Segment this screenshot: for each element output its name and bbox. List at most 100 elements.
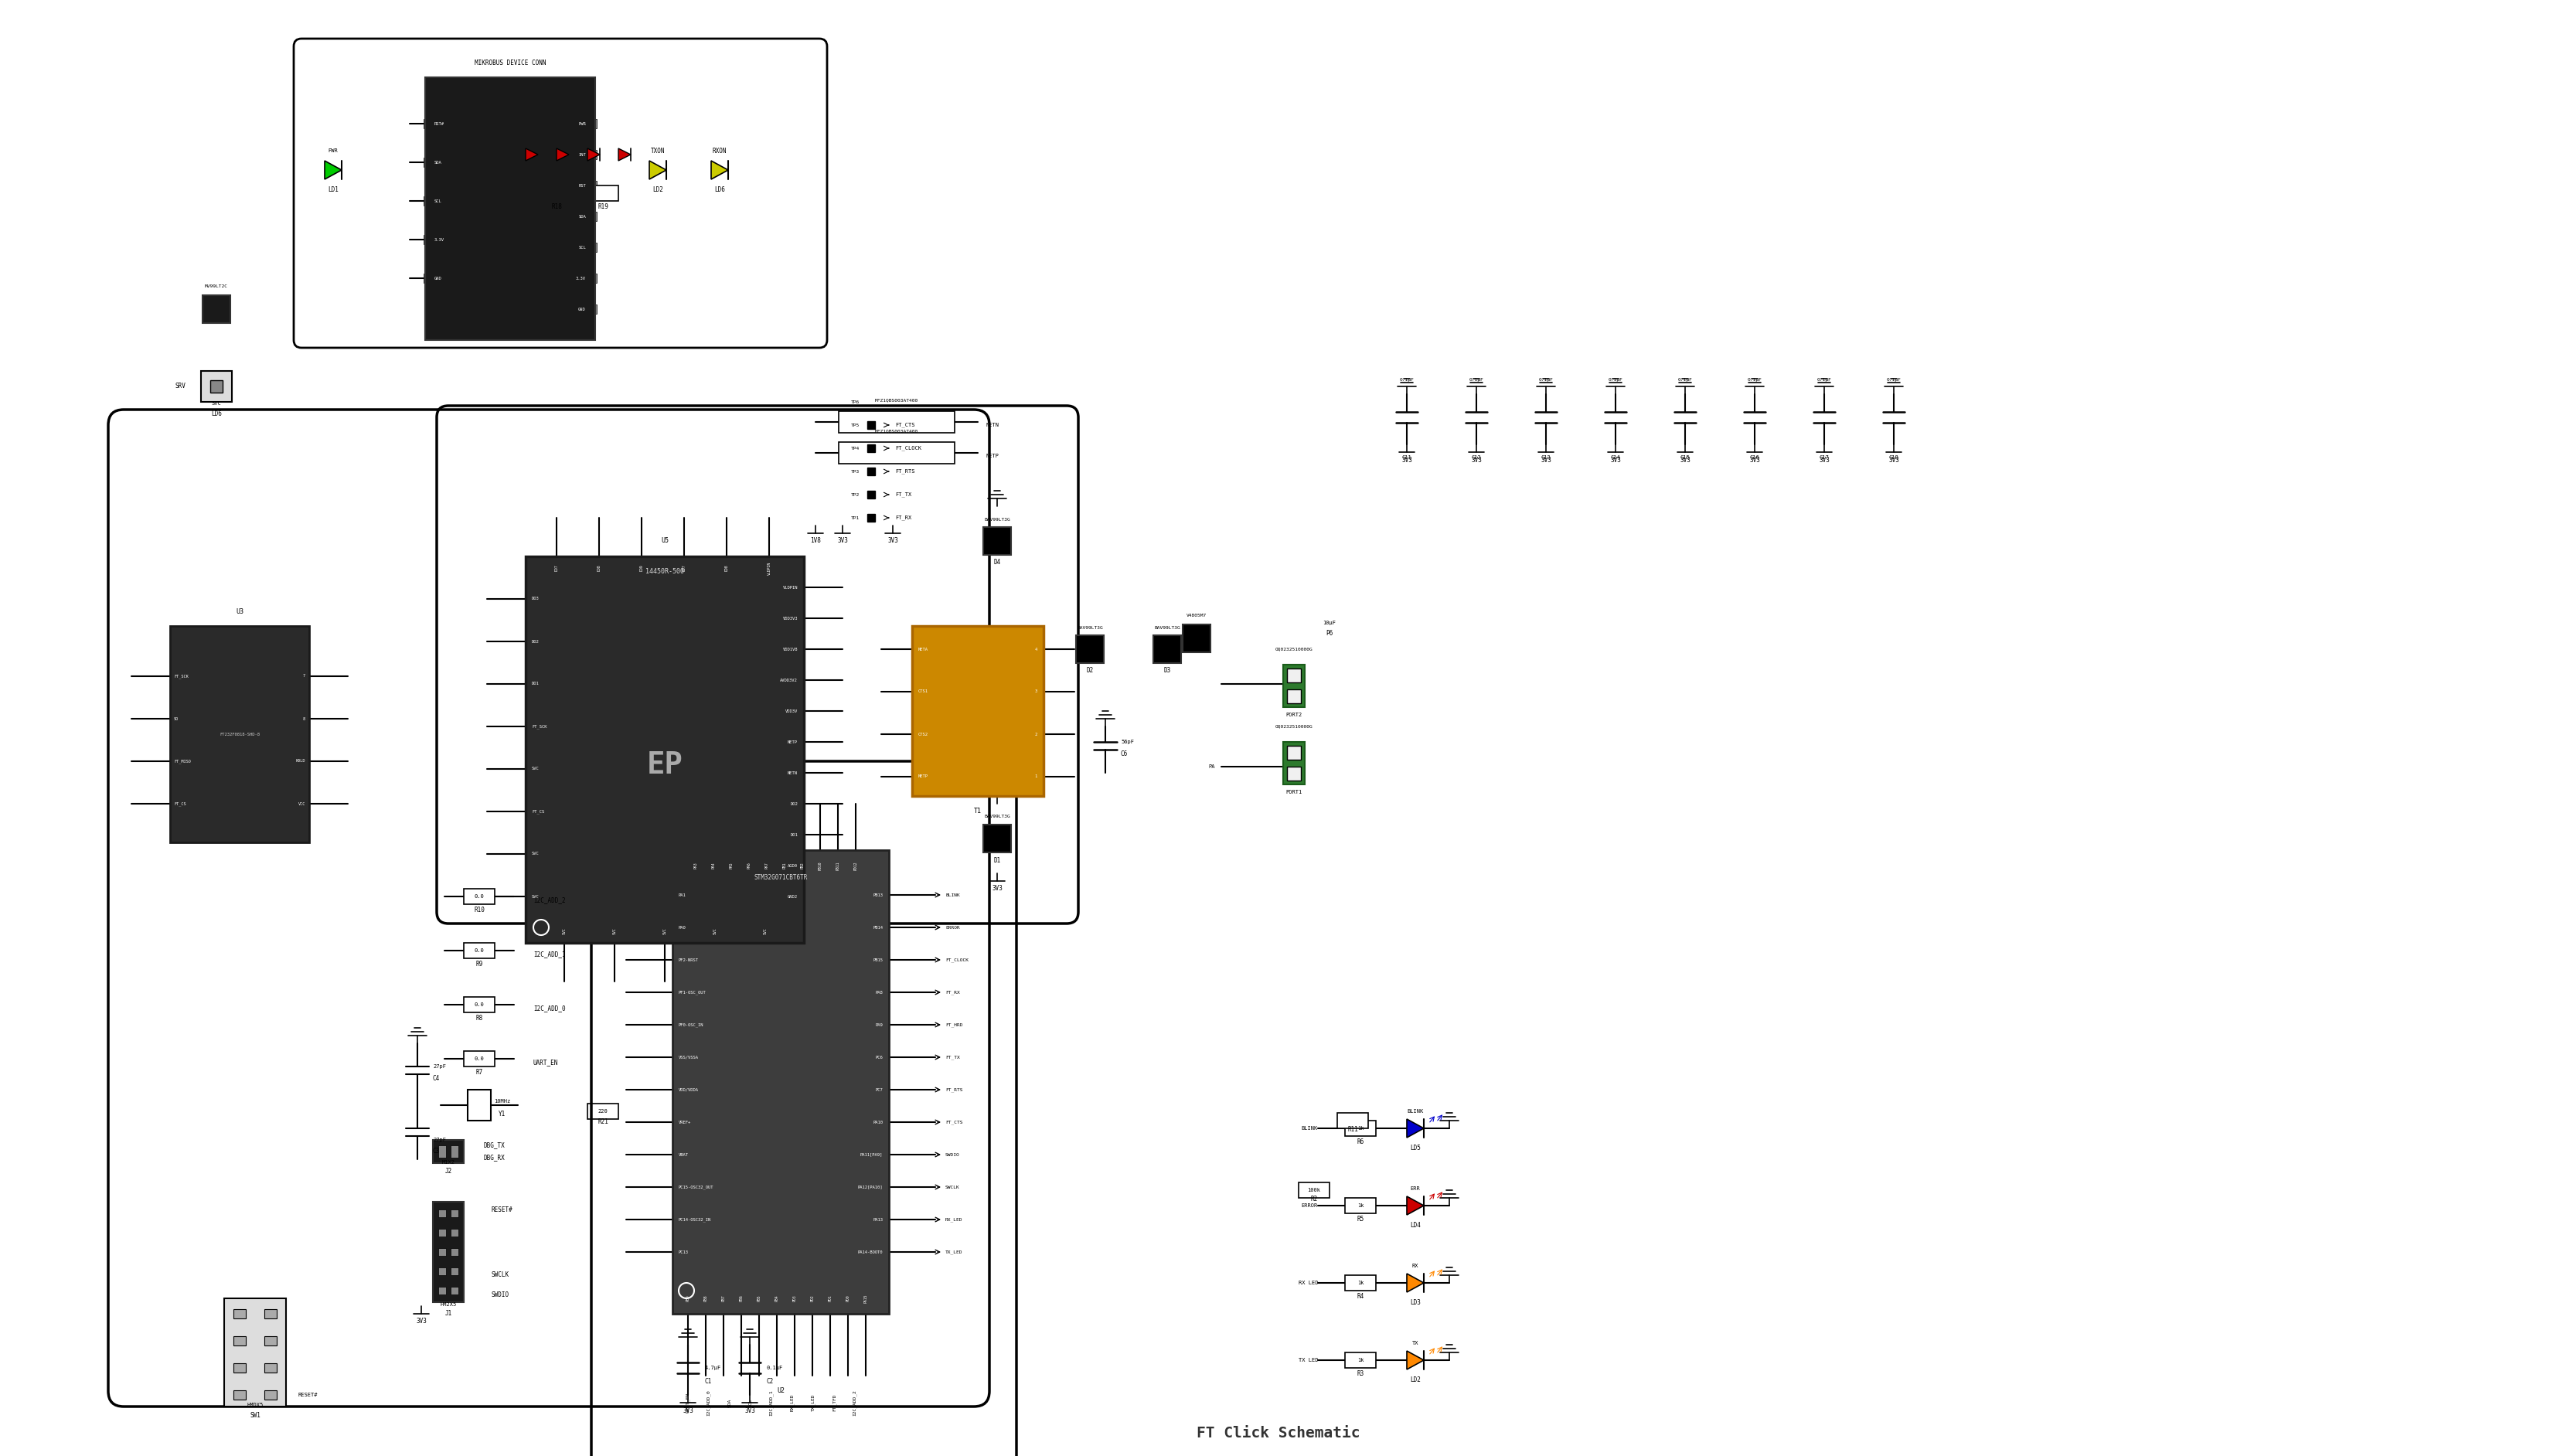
Text: VDD3V3: VDD3V3 xyxy=(782,616,798,620)
Text: R3: R3 xyxy=(1358,1370,1363,1377)
Polygon shape xyxy=(619,149,632,160)
Text: PWR: PWR xyxy=(578,122,586,125)
Text: RST: RST xyxy=(578,183,586,188)
Text: J1: J1 xyxy=(445,1310,453,1318)
Bar xyxy=(437,1267,445,1275)
Bar xyxy=(437,1229,445,1236)
Bar xyxy=(202,371,233,402)
Text: PA: PA xyxy=(1209,764,1215,769)
Text: OQ0232510000G: OQ0232510000G xyxy=(1276,725,1312,728)
Text: RESET#: RESET# xyxy=(297,1392,317,1398)
Text: FT_MISO: FT_MISO xyxy=(174,759,192,763)
Text: 3V3: 3V3 xyxy=(836,537,849,545)
Text: 0.1µF: 0.1µF xyxy=(1818,379,1831,381)
Text: PA6: PA6 xyxy=(747,862,752,869)
Bar xyxy=(591,119,596,128)
Text: I2C_ADD_2: I2C_ADD_2 xyxy=(534,897,565,904)
Bar xyxy=(1184,625,1209,652)
Text: BAV99LT3G: BAV99LT3G xyxy=(1153,626,1181,629)
Text: I2C_ADD_1: I2C_ADD_1 xyxy=(534,951,565,958)
Text: AGD0: AGD0 xyxy=(788,863,798,868)
Text: PB8: PB8 xyxy=(703,1294,708,1302)
Text: C6: C6 xyxy=(1120,750,1128,757)
Text: R9: R9 xyxy=(476,961,483,968)
Text: MV99LT2C: MV99LT2C xyxy=(205,284,228,288)
Text: C16: C16 xyxy=(1749,456,1759,460)
Text: C13: C13 xyxy=(1542,456,1552,460)
Bar xyxy=(1284,743,1304,785)
Bar xyxy=(1286,745,1302,760)
Text: UART_EN: UART_EN xyxy=(534,1059,557,1066)
Bar xyxy=(839,443,954,463)
Text: PF0-OSC_IN: PF0-OSC_IN xyxy=(678,1022,703,1026)
Text: FT_CS: FT_CS xyxy=(532,810,545,814)
Text: SDA: SDA xyxy=(729,1398,731,1406)
Text: I2C_ADD_0: I2C_ADD_0 xyxy=(706,1389,711,1415)
Text: PB10: PB10 xyxy=(818,860,821,871)
Bar xyxy=(1345,1121,1376,1136)
Bar xyxy=(542,185,573,201)
Text: PD0: PD0 xyxy=(846,1294,849,1302)
Text: PB4: PB4 xyxy=(775,1294,780,1302)
Polygon shape xyxy=(325,160,343,179)
Text: D1: D1 xyxy=(995,856,1000,863)
Bar xyxy=(450,1210,458,1217)
Text: FT Click Schematic: FT Click Schematic xyxy=(1197,1425,1360,1440)
Text: HOLD: HOLD xyxy=(297,759,304,763)
Text: MFZ1QBS003AT400: MFZ1QBS003AT400 xyxy=(874,399,918,402)
Text: FT_TX: FT_TX xyxy=(895,492,910,496)
Text: U3: U3 xyxy=(235,609,243,616)
Text: DD8: DD8 xyxy=(724,565,729,571)
Text: TX: TX xyxy=(1411,1341,1419,1345)
Text: 14450R-500: 14450R-500 xyxy=(644,568,685,575)
Text: 3V3: 3V3 xyxy=(683,1406,693,1414)
Text: R6: R6 xyxy=(1358,1139,1363,1146)
Text: PORT2: PORT2 xyxy=(1286,712,1302,718)
Text: 3V3: 3V3 xyxy=(417,1318,427,1325)
Text: FT_SCK: FT_SCK xyxy=(532,724,547,728)
Text: PD3: PD3 xyxy=(793,1294,798,1302)
Bar xyxy=(867,467,874,475)
Text: SVC: SVC xyxy=(532,894,540,898)
Text: VSS/VSSA: VSS/VSSA xyxy=(678,1056,698,1059)
Text: NETN: NETN xyxy=(984,422,1000,428)
Text: TP4: TP4 xyxy=(851,447,859,450)
Text: PA15: PA15 xyxy=(864,1294,867,1303)
Text: D4: D4 xyxy=(995,559,1000,566)
Text: 0.0: 0.0 xyxy=(473,1057,483,1061)
Text: 3.3V: 3.3V xyxy=(435,237,445,242)
Text: 3V3: 3V3 xyxy=(992,885,1002,893)
Text: TP5: TP5 xyxy=(851,424,859,427)
Text: SCL: SCL xyxy=(578,246,586,249)
Bar xyxy=(468,1089,491,1121)
Text: 0.0: 0.0 xyxy=(473,1002,483,1008)
Polygon shape xyxy=(1406,1351,1424,1370)
Bar xyxy=(450,1287,458,1294)
Text: TP1: TP1 xyxy=(851,515,859,520)
Bar xyxy=(424,119,430,128)
Bar xyxy=(672,850,890,1313)
Text: 3V3: 3V3 xyxy=(1818,456,1831,463)
Text: NETP: NETP xyxy=(918,775,928,779)
Text: 10µF: 10µF xyxy=(1322,620,1337,625)
Bar xyxy=(588,1104,619,1120)
Text: SW1: SW1 xyxy=(251,1412,261,1420)
Text: R19: R19 xyxy=(598,204,609,211)
Text: SVC: SVC xyxy=(713,927,716,935)
Text: ERROR: ERROR xyxy=(946,926,959,929)
Text: SVC: SVC xyxy=(532,852,540,856)
Bar xyxy=(263,1309,276,1319)
Text: 1V8: 1V8 xyxy=(811,537,821,545)
Text: PB1: PB1 xyxy=(782,862,788,869)
Text: 3V3: 3V3 xyxy=(1611,456,1621,463)
Text: D2: D2 xyxy=(1087,667,1094,674)
Text: FT_HRD: FT_HRD xyxy=(946,1022,964,1026)
Text: 0.1µF: 0.1µF xyxy=(1539,379,1552,381)
Text: DO7: DO7 xyxy=(555,565,557,571)
Bar xyxy=(437,1210,445,1217)
Bar xyxy=(1286,668,1302,683)
Text: DO1: DO1 xyxy=(532,681,540,686)
Text: ERROR: ERROR xyxy=(1302,1203,1317,1208)
Text: VLDPIN: VLDPIN xyxy=(782,585,798,590)
Text: LD4: LD4 xyxy=(1409,1222,1422,1229)
